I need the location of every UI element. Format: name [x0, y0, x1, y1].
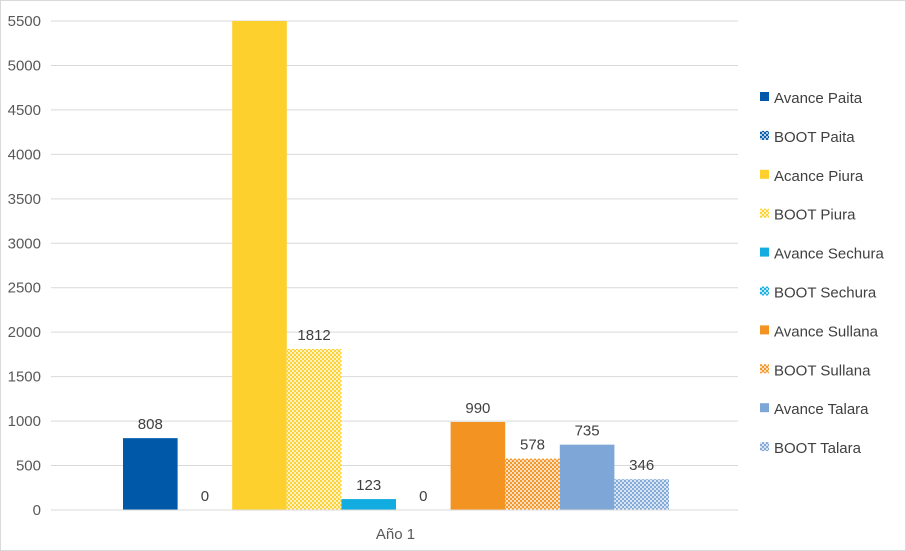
data-label-avance-talara: 735: [575, 423, 600, 440]
legend-label-boot-paita: BOOT Paita: [774, 129, 855, 146]
y-tick-label: 3500: [8, 191, 41, 208]
y-tick-label: 5000: [8, 57, 41, 74]
legend-swatch-avance-sullana: [760, 325, 769, 335]
legend-swatch-boot-piura: [760, 208, 769, 218]
legend-label-boot-sullana: BOOT Sullana: [774, 362, 871, 379]
legend-swatch-boot-sullana: [760, 364, 769, 374]
legend-swatch-avance-sechura: [760, 247, 769, 257]
legend-label-avance-paita: Avance Paita: [774, 90, 863, 107]
bar-boot-sullana: [505, 458, 560, 510]
y-tick-label: 1500: [8, 369, 41, 386]
x-tick-label: Año 1: [376, 526, 415, 543]
bar-boot-talara: [614, 479, 669, 510]
legend-swatch-acance-piura: [760, 169, 769, 179]
legend-swatch-avance-talara: [760, 403, 769, 413]
data-label-boot-paita: 0: [201, 488, 209, 505]
legend-label-acance-piura: Acance Piura: [774, 168, 864, 185]
bar-avance-sechura: [341, 499, 396, 510]
data-label-boot-talara: 346: [629, 457, 654, 474]
data-label-avance-sechura: 123: [356, 477, 381, 494]
legend-label-avance-talara: Avance Talara: [774, 401, 869, 418]
legend-label-avance-sullana: Avance Sullana: [774, 323, 879, 340]
data-label-boot-sullana: 578: [520, 437, 545, 454]
data-labels: 808 0 1812 123 0 990 578 735 346: [138, 327, 654, 505]
bar-avance-sullana: [450, 421, 506, 510]
legend-swatch-avance-paita: [760, 92, 769, 101]
y-tick-label: 2000: [8, 324, 41, 341]
bar-avance-talara: [559, 444, 615, 510]
bar-avance-paita: [123, 438, 178, 510]
y-tick-label: 4500: [8, 102, 41, 119]
legend-swatch-boot-paita: [760, 130, 769, 140]
data-label-avance-paita: 808: [138, 416, 163, 433]
y-tick-label: 1000: [8, 413, 41, 430]
bar-acance-piura: [232, 21, 287, 510]
data-label-avance-sullana: 990: [465, 400, 490, 417]
gridlines: [51, 20, 738, 467]
data-label-boot-piura: 1812: [297, 327, 330, 344]
y-axis-ticks: 0 500 1000 1500 2000 2500 3000 3500 4000 4500 5000…: [8, 13, 41, 519]
legend-swatch-boot-talara: [760, 442, 769, 452]
y-tick-label: 4000: [8, 146, 41, 163]
legend-label-boot-piura: BOOT Piura: [774, 207, 856, 224]
legend-label-boot-sechura: BOOT Sechura: [774, 285, 877, 302]
legend-label-boot-talara: BOOT Talara: [774, 440, 862, 457]
legend-swatch-boot-sechura: [760, 286, 769, 296]
y-tick-label: 5500: [8, 13, 41, 30]
bar-boot-piura: [286, 348, 342, 510]
y-tick-label: 500: [16, 458, 41, 475]
data-label-boot-sechura: 0: [419, 488, 427, 505]
y-tick-label: 2500: [8, 280, 41, 297]
y-tick-label: 3000: [8, 235, 41, 252]
bars: [123, 21, 669, 510]
legend: Avance Paita BOOT Paita Acance Piura BOOT P…: [760, 90, 884, 457]
y-tick-label: 0: [33, 502, 41, 519]
legend-label-avance-sechura: Avance Sechura: [774, 246, 884, 263]
